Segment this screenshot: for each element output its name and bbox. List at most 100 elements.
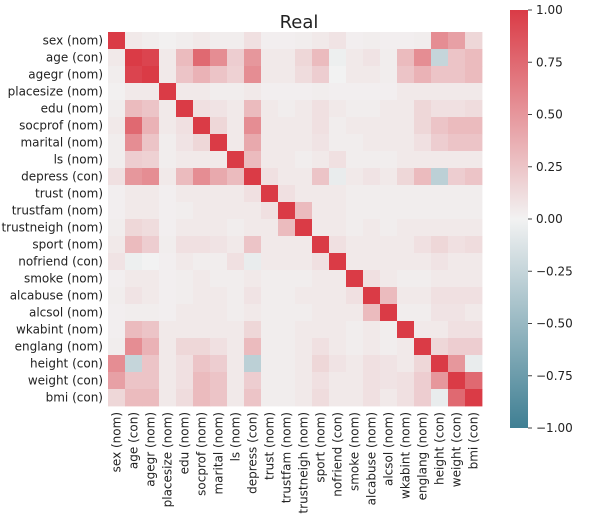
heatmap-cell (397, 151, 415, 169)
heatmap-cell (312, 168, 330, 186)
heatmap-cell (431, 270, 449, 288)
heatmap-cell (380, 49, 398, 67)
heatmap-cell (363, 321, 381, 339)
heatmap-cell (414, 100, 432, 118)
heatmap-cell (278, 372, 296, 390)
y-tick-label: bmi (con) (46, 391, 103, 405)
heatmap-cell (363, 185, 381, 203)
heatmap-cell (329, 83, 347, 101)
heatmap-cell (295, 100, 313, 118)
heatmap-cell (108, 134, 126, 152)
heatmap-cell (193, 372, 211, 390)
heatmap-cell (329, 100, 347, 118)
heatmap-cell (210, 32, 228, 50)
heatmap-cell (312, 83, 330, 101)
heatmap-cell (346, 134, 364, 152)
heatmap-cell (346, 236, 364, 254)
heatmap-cell (397, 253, 415, 271)
heatmap-cell (346, 389, 364, 407)
heatmap-cell (108, 168, 126, 186)
heatmap-cell (176, 253, 194, 271)
heatmap-cell (414, 32, 432, 50)
heatmap-cell (380, 117, 398, 135)
heatmap-cell (159, 321, 177, 339)
heatmap-cell (431, 287, 449, 305)
heatmap-cell (346, 219, 364, 237)
heatmap-cell (431, 219, 449, 237)
heatmap-cell (159, 304, 177, 322)
heatmap-cell (397, 202, 415, 220)
heatmap-cell (244, 168, 262, 186)
y-tick-label: socprof (nom) (19, 119, 103, 133)
heatmap-cell (397, 372, 415, 390)
heatmap-cell (261, 253, 279, 271)
heatmap-cell (142, 100, 160, 118)
heatmap-cell (261, 168, 279, 186)
heatmap-cell (414, 338, 432, 356)
heatmap-cell (380, 66, 398, 84)
heatmap-cell (227, 117, 245, 135)
heatmap-cell (142, 270, 160, 288)
heatmap-cell (414, 83, 432, 101)
heatmap-cell (125, 49, 143, 67)
colorbar (510, 10, 528, 428)
heatmap-cell (329, 202, 347, 220)
heatmap-cell (448, 219, 466, 237)
heatmap-cell (227, 168, 245, 186)
x-axis-labels: sex (nom) age (con) agegr (nom) placesize (… (110, 412, 481, 514)
heatmap-cell (108, 202, 126, 220)
heatmap-cell (397, 100, 415, 118)
heatmap-cell (465, 372, 483, 390)
heatmap-cell (193, 355, 211, 373)
heatmap-cell (176, 185, 194, 203)
heatmap-cell (329, 355, 347, 373)
heatmap-cell (414, 236, 432, 254)
x-tick-label: alcabuse (nom) (365, 412, 379, 505)
heatmap-cell (380, 185, 398, 203)
heatmap-cell (346, 304, 364, 322)
heatmap-cell (295, 117, 313, 135)
heatmap-cell (159, 134, 177, 152)
heatmap-cell (261, 338, 279, 356)
heatmap-cell (125, 168, 143, 186)
heatmap-cell (142, 83, 160, 101)
heatmap-cell (414, 219, 432, 237)
y-axis-labels: sex (nom) age (con) agegr (nom) placesize (… (1, 34, 103, 405)
heatmap-cell (125, 321, 143, 339)
heatmap-cell (448, 168, 466, 186)
heatmap-cell (159, 338, 177, 356)
heatmap-cell (312, 338, 330, 356)
colorbar-tick-label: 0.00 (536, 212, 563, 226)
heatmap-cell (431, 32, 449, 50)
heatmap-cell (159, 355, 177, 373)
heatmap-cell (363, 355, 381, 373)
heatmap-cell (125, 185, 143, 203)
heatmap-cell (414, 304, 432, 322)
heatmap-cell (346, 32, 364, 50)
heatmap-cell (193, 32, 211, 50)
heatmap-cell (312, 32, 330, 50)
heatmap-cell (261, 100, 279, 118)
heatmap-cell (244, 151, 262, 169)
y-tick-label: edu (nom) (41, 102, 103, 116)
heatmap-cell (193, 134, 211, 152)
heatmap-cell (210, 253, 228, 271)
heatmap-cell (278, 117, 296, 135)
heatmap-cell (244, 338, 262, 356)
heatmap-cell (380, 355, 398, 373)
heatmap-cell (159, 151, 177, 169)
heatmap-cell (108, 389, 126, 407)
heatmap-cell (312, 236, 330, 254)
heatmap-cell (295, 49, 313, 67)
heatmap-cell (261, 117, 279, 135)
heatmap-cell (210, 66, 228, 84)
x-tick-label: trust (nom) (263, 412, 277, 480)
x-tick-label: depress (con) (246, 412, 260, 494)
heatmap-cell (363, 389, 381, 407)
colorbar-tick-label: −0.25 (536, 264, 573, 278)
heatmap-cell (414, 168, 432, 186)
x-tick-label: ls (nom) (229, 412, 243, 461)
heatmap-cell (176, 49, 194, 67)
heatmap-cell (363, 338, 381, 356)
heatmap-cell (227, 32, 245, 50)
